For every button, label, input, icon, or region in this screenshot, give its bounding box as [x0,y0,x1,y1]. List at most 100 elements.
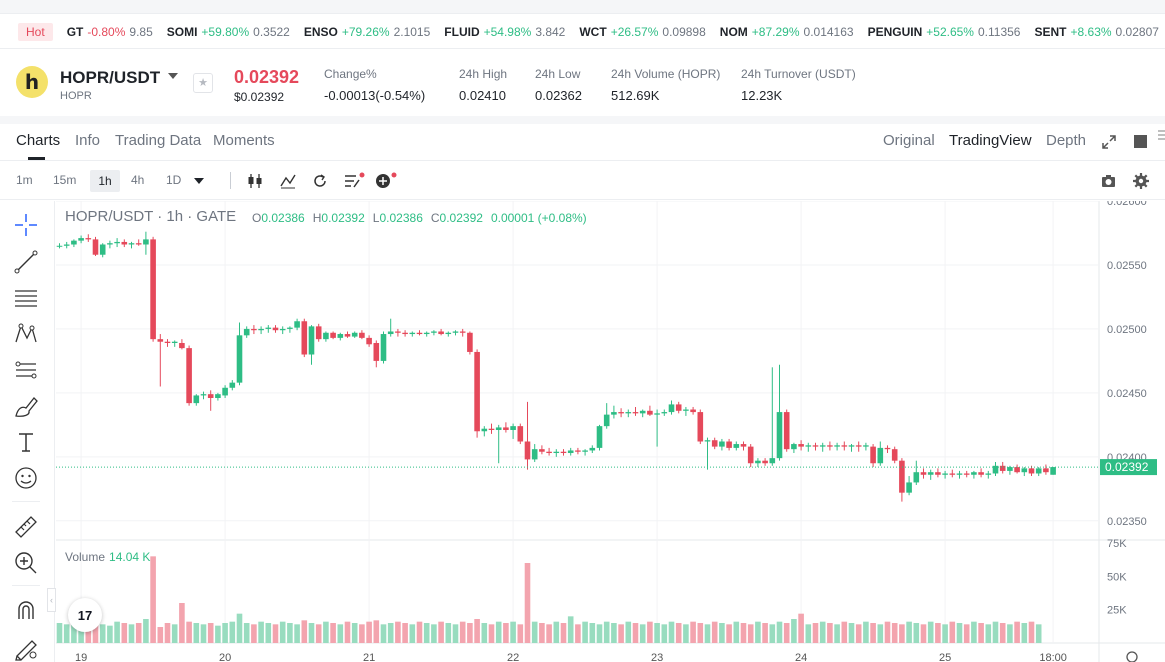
volume-bar [423,623,430,643]
more-menu-icon[interactable] [1155,129,1165,143]
crosshair-icon[interactable] [12,211,40,239]
candle-body [294,321,300,328]
magnet-icon[interactable] [12,597,40,625]
ticker-item[interactable]: NOM +87.29% 0.014163 [720,25,854,39]
interval-4h[interactable]: 4h [131,173,145,187]
interval-15m[interactable]: 15m [53,173,77,187]
interval-1d[interactable]: 1D [166,173,182,187]
volume-bar [164,623,171,643]
candle-body [999,465,1006,471]
trend-line-icon[interactable] [12,248,40,276]
candle-body [675,404,682,411]
market-header: h HOPR/USDT HOPR ★ 0.02392 $0.02392 Chan… [0,50,1165,116]
candle-body [870,446,876,464]
candle-body [229,382,236,388]
ticker-price: 0.09898 [662,24,706,39]
interval-1h[interactable]: 1h [90,170,120,192]
tab-moments[interactable]: Moments [213,132,275,149]
candle-body [1035,468,1042,474]
volume-bar [899,624,905,643]
pair-title[interactable]: HOPR/USDT [60,68,161,87]
hot-badge[interactable]: Hot [18,22,53,41]
volume-bar [776,621,783,643]
ticker-item[interactable]: WCT +26.57% 0.09898 [579,25,705,39]
candle-body [942,473,948,475]
camera-icon[interactable] [1100,173,1118,189]
projection-icon[interactable] [12,356,40,384]
ohlc-high: H0.02392 [312,211,365,225]
view-original[interactable]: Original [883,132,935,149]
candle-body [265,327,272,329]
collapse-toolbar-handle[interactable]: ‹ [47,588,56,612]
pattern-icon[interactable] [12,320,40,348]
volume-bar [229,621,236,643]
candle-body [366,337,372,345]
candle-body [906,482,912,493]
volume-bar [351,623,358,643]
drawing-toolbar [0,201,55,662]
fib-levels-icon[interactable] [12,284,40,312]
fullscreen-icon[interactable] [1101,134,1117,150]
ruler-icon[interactable] [12,513,40,541]
interval-dropdown-icon[interactable] [193,177,205,185]
volume-bar [999,623,1006,643]
candle-body [776,412,783,459]
candle-body [711,440,718,447]
volume-bar [611,623,617,643]
price-chart[interactable]: 0.023500.024000.024500.025000.025500.026… [56,201,1165,662]
volume-bar [870,623,876,643]
ticker-item[interactable]: SOMI +59.80% 0.3522 [167,25,290,39]
indicators-icon[interactable] [279,172,297,190]
volume-bar [78,625,84,643]
layout-icon[interactable] [1134,135,1147,148]
volume-bar [567,616,574,643]
candle-body [107,243,113,245]
interval-1m[interactable]: 1m [16,173,33,187]
volume-bar [683,624,689,643]
templates-icon[interactable] [343,172,367,190]
ticker-item[interactable]: SENT +8.63% 0.02807 [1034,25,1158,39]
emoji-icon[interactable] [12,464,40,492]
candle-body [200,394,207,396]
volume-bar [1014,621,1020,643]
volume-bar [459,621,466,643]
volume-bar [733,621,740,643]
volume-bar [1021,623,1028,643]
view-depth[interactable]: Depth [1046,132,1087,149]
ticker-item[interactable]: GT -0.80% 9.85 [67,25,153,39]
brush-icon[interactable] [12,392,40,420]
ticker-item[interactable]: FLUID +54.98% 3.842 [444,25,565,39]
tab-trading-data[interactable]: Trading Data [115,132,202,149]
settings-gear-icon[interactable] [1132,172,1150,190]
candle-body [719,441,725,447]
stat-label: 24h High [459,67,508,81]
candle-body [726,441,732,448]
ticker-item[interactable]: ENSO +79.26% 2.1015 [304,25,430,39]
view-tradingview[interactable]: TradingView [949,132,1032,149]
tab-info[interactable]: Info [75,132,101,149]
candle-body [863,445,869,447]
candle-body [1021,468,1028,473]
add-indicator-icon[interactable] [375,172,399,190]
volume-bar [330,623,336,643]
candle-body [279,328,286,331]
tradingview-logo[interactable]: 17 [68,598,102,632]
volume-bar [632,623,639,643]
favorite-star-icon[interactable]: ★ [193,73,213,93]
volume-bar [107,625,113,643]
ticker-item[interactable]: PENGUIN +52.65% 0.11356 [868,25,1021,39]
text-tool-icon[interactable] [12,428,40,456]
candle-type-icon[interactable] [246,172,264,190]
candle-body [647,410,653,415]
tab-charts[interactable]: Charts [16,132,61,149]
candle-body [474,351,480,432]
zoom-in-icon[interactable] [12,549,40,577]
replay-icon[interactable] [311,172,329,190]
volume-bar [603,621,610,643]
candle-body [618,412,624,414]
volume-bar [114,621,120,643]
pair-dropdown-icon[interactable] [168,73,178,79]
lock-drawing-icon[interactable] [12,633,40,661]
volume-bar [949,621,956,643]
volume-value: 14.04 K [109,550,151,564]
